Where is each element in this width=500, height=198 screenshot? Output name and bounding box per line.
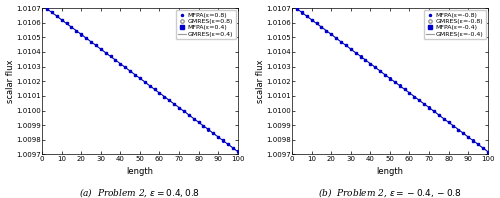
Y-axis label: scalar flux: scalar flux bbox=[256, 59, 264, 103]
Text: (a)  Problem 2, $\epsilon = 0.4, 0.8$: (a) Problem 2, $\epsilon = 0.4, 0.8$ bbox=[80, 187, 200, 198]
Legend: MFPA(ε=0.8), GMRES(ε=0.8), MFPA(ε=0.4), GMRES(ε=0.4): MFPA(ε=0.8), GMRES(ε=0.8), MFPA(ε=0.4), … bbox=[176, 10, 236, 39]
X-axis label: length: length bbox=[376, 167, 404, 176]
Y-axis label: scalar flux: scalar flux bbox=[6, 59, 15, 103]
Text: (b)  Problem 2, $\epsilon = -0.4, -0.8$: (b) Problem 2, $\epsilon = -0.4, -0.8$ bbox=[318, 187, 462, 198]
Legend: MFPA(ε=-0.8), GMRES(ε=-0.8), MFPA(ε=-0.4), GMRES(ε=-0.4): MFPA(ε=-0.8), GMRES(ε=-0.8), MFPA(ε=-0.4… bbox=[424, 10, 486, 39]
X-axis label: length: length bbox=[126, 167, 154, 176]
